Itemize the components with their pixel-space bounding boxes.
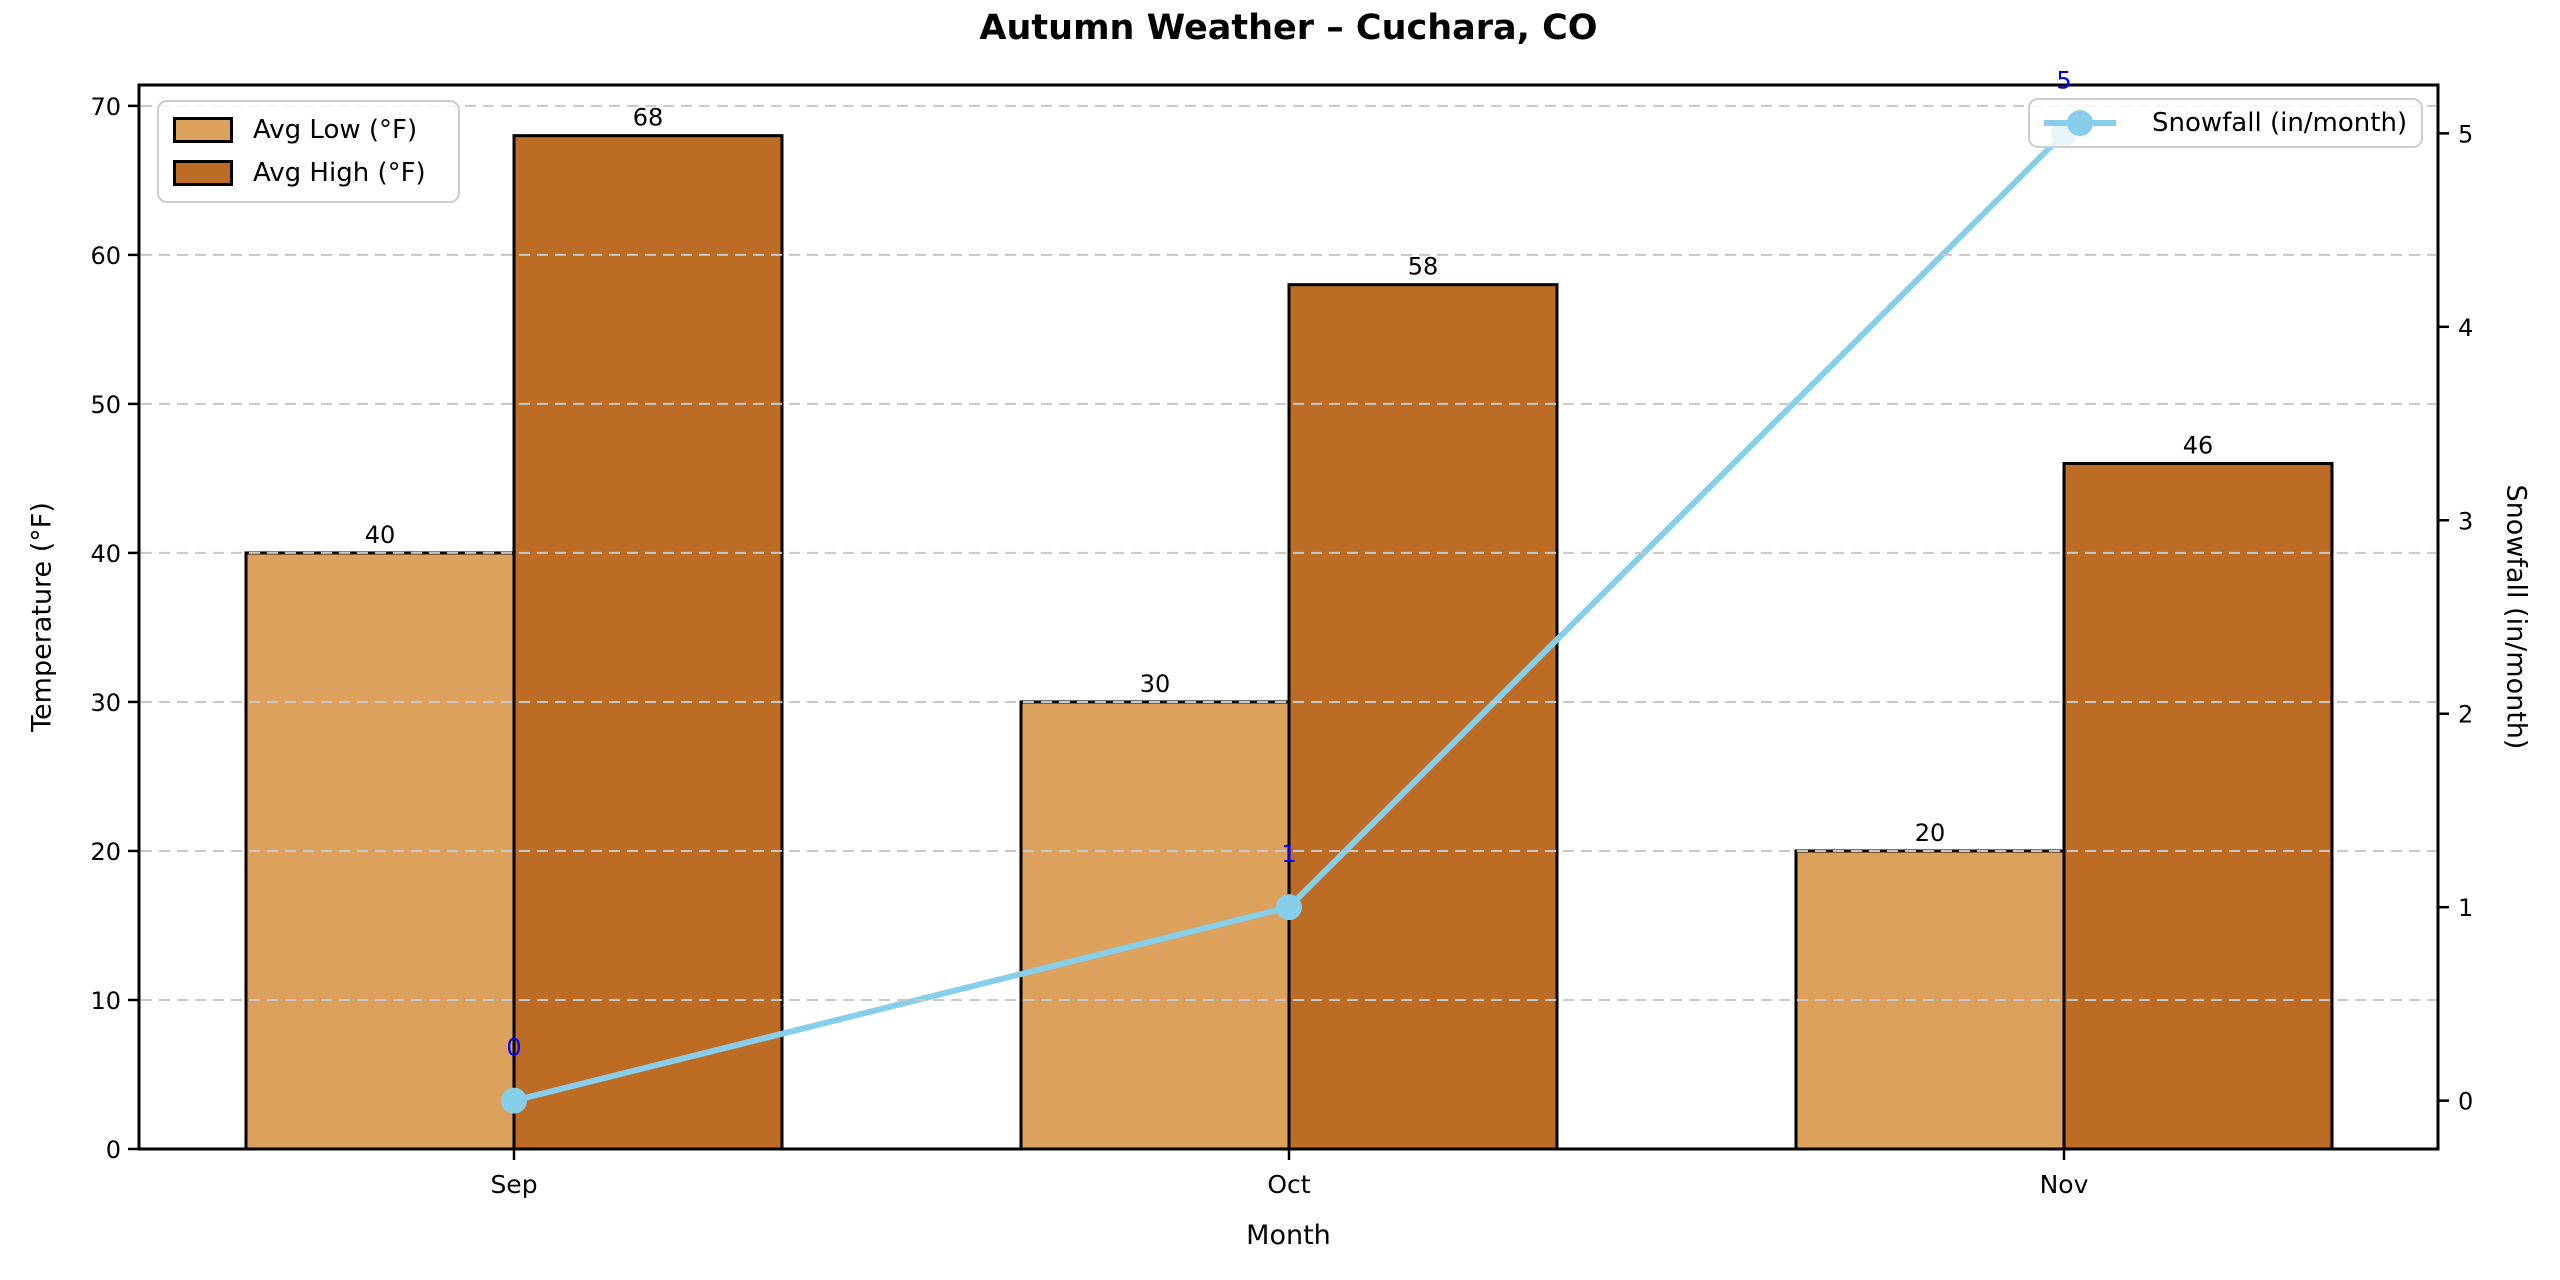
bar-avg-high-sep [512, 134, 784, 1151]
y-left-tick-label: 60 [90, 242, 121, 270]
bar-avg-high-nov [2062, 462, 2334, 1151]
y-left-tick-label: 10 [90, 987, 121, 1015]
chart-title: Autumn Weather – Cuchara, CO [979, 8, 1598, 48]
bar-value-label: 20 [1915, 819, 1946, 847]
legend-entry-snowfall: Snowfall (in/month) [2044, 108, 2407, 138]
y-right-tick-label: 2 [2458, 701, 2473, 729]
bar-value-label: 58 [1408, 253, 1439, 281]
legend-swatch-avg-high-icon [173, 160, 233, 187]
y-right-tick-label: 5 [2458, 120, 2473, 148]
snowfall-value-label: 0 [506, 1034, 521, 1062]
y-left-tick-label: 40 [90, 540, 121, 568]
snowfall-marker-oct [1276, 894, 1302, 921]
legend-temperature: Avg Low (°F) Avg High (°F) [157, 100, 460, 203]
y-right-tick-label: 4 [2458, 314, 2473, 342]
y-axis-label-left: Temperature (°F) [26, 502, 58, 732]
bar-avg-low-oct [1019, 700, 1291, 1151]
bar-value-label: 40 [365, 521, 396, 549]
y-left-tick-label: 50 [90, 391, 121, 419]
snowfall-marker-sep [501, 1087, 527, 1114]
bar-value-label: 68 [633, 104, 664, 132]
bar-avg-high-oct [1287, 283, 1559, 1151]
y-right-tick-label: 3 [2458, 507, 2473, 535]
legend-line-sample-icon [2044, 110, 2116, 136]
bar-value-label: 46 [2183, 432, 2214, 460]
legend-circle-marker-icon [2067, 110, 2093, 136]
legend-label-snowfall: Snowfall (in/month) [2152, 108, 2408, 138]
y-left-tick-label: 30 [90, 689, 121, 717]
legend-label-avg-low: Avg Low (°F) [253, 114, 418, 145]
x-tick-label-oct: Oct [1267, 1170, 1310, 1199]
x-tick-label-sep: Sep [490, 1170, 537, 1199]
bar-value-label: 30 [1140, 670, 1171, 698]
y-right-tick-label: 0 [2458, 1088, 2473, 1116]
snowfall-value-label: 1 [1281, 840, 1296, 868]
y-left-tick-label: 0 [106, 1136, 121, 1164]
y-left-tick-label: 20 [90, 838, 121, 866]
legend-snowfall: Snowfall (in/month) [2028, 98, 2423, 148]
y-axis-label-right: Snowfall (in/month) [2500, 484, 2532, 750]
x-tick-label-nov: Nov [2040, 1170, 2089, 1199]
snowfall-value-label: 5 [2056, 66, 2071, 94]
x-axis-label: Month [1246, 1220, 1331, 1251]
legend-entry-avg-low: Avg Low (°F) [173, 115, 444, 145]
legend-label-avg-high: Avg High (°F) [253, 158, 426, 189]
y-left-tick-label: 70 [90, 93, 121, 121]
legend-swatch-avg-low-icon [173, 116, 233, 143]
legend-entry-avg-high: Avg High (°F) [173, 158, 444, 188]
y-right-tick-label: 1 [2458, 894, 2473, 922]
